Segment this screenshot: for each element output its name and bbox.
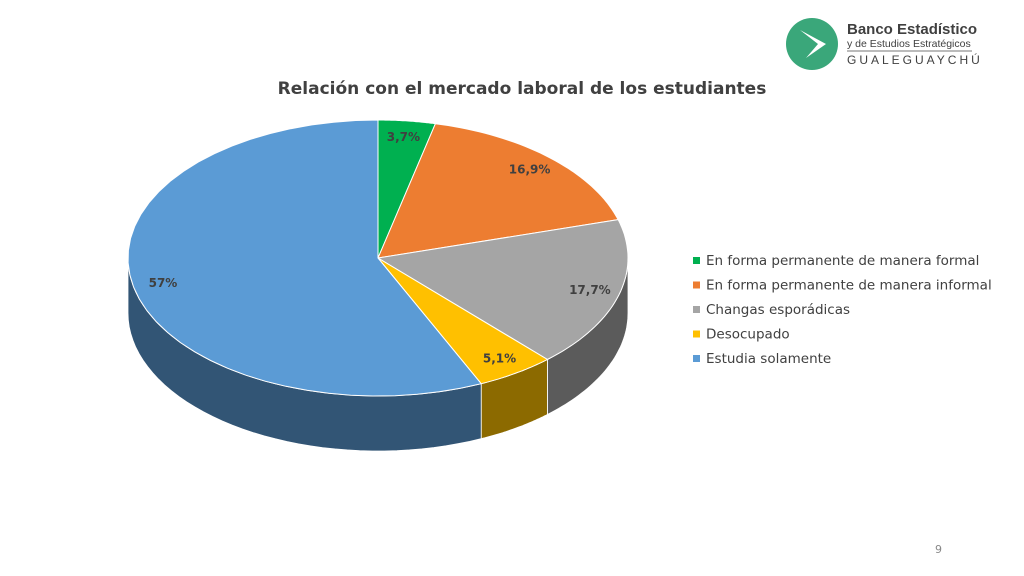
slide-number: 9 — [935, 543, 942, 556]
data-label: 17,7% — [569, 283, 611, 297]
legend-label: En forma permanente de manera formal — [706, 253, 979, 269]
data-label: 5,1% — [483, 352, 516, 366]
chart-title: Relación con el mercado laboral de los e… — [278, 79, 767, 99]
slice — [376, 219, 629, 361]
logo-name: Banco Estadístico — [847, 21, 977, 38]
legend-swatch — [693, 281, 700, 289]
legend-label: Desocupado — [706, 327, 790, 343]
legend-label: En forma permanente de manera informal — [706, 278, 992, 294]
legend-swatch — [693, 306, 700, 313]
legend-label: Changas esporádicas — [706, 302, 850, 318]
slice — [377, 257, 549, 385]
logo-bird — [800, 30, 826, 58]
legend-swatch — [693, 355, 700, 362]
legend-swatch — [693, 330, 700, 338]
data-label: 3,7% — [387, 130, 420, 144]
logo-subtitle: y de Estudios Estratégicos — [847, 38, 971, 50]
data-label: 16,9% — [509, 163, 551, 177]
slice — [127, 119, 483, 397]
logo-city: GUALEGUAYCHÚ — [847, 52, 983, 67]
legend-label: Estudia solamente — [706, 351, 831, 367]
slice — [377, 123, 620, 259]
legend-swatch — [693, 257, 700, 264]
logo: Banco Estadístico y de Estudios Estratég… — [786, 18, 983, 70]
logo-mark — [786, 18, 838, 70]
data-label: 57% — [149, 276, 178, 290]
